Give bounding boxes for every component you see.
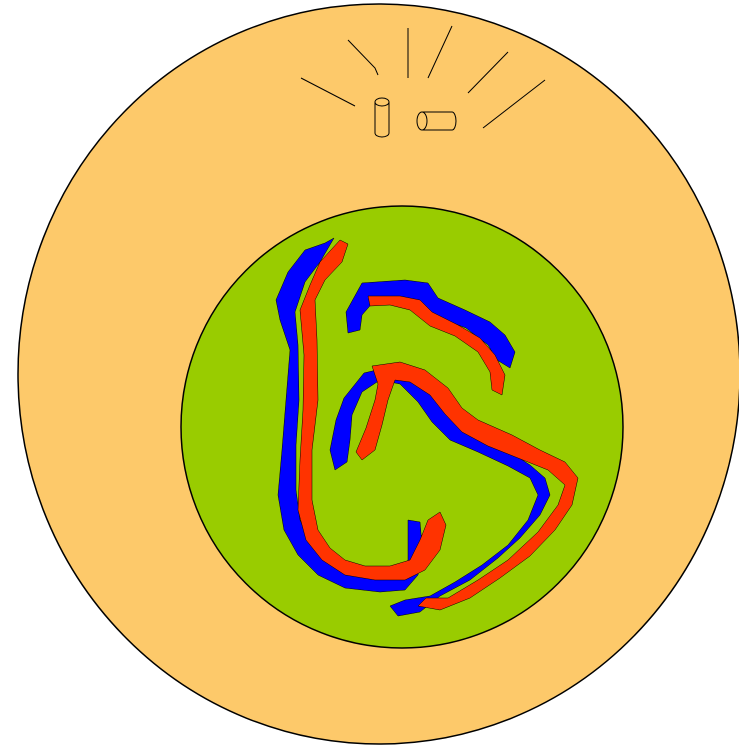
centriole-icon bbox=[374, 97, 457, 138]
chromosome-red bbox=[297, 239, 579, 611]
radiating-lines-icon bbox=[300, 25, 546, 129]
